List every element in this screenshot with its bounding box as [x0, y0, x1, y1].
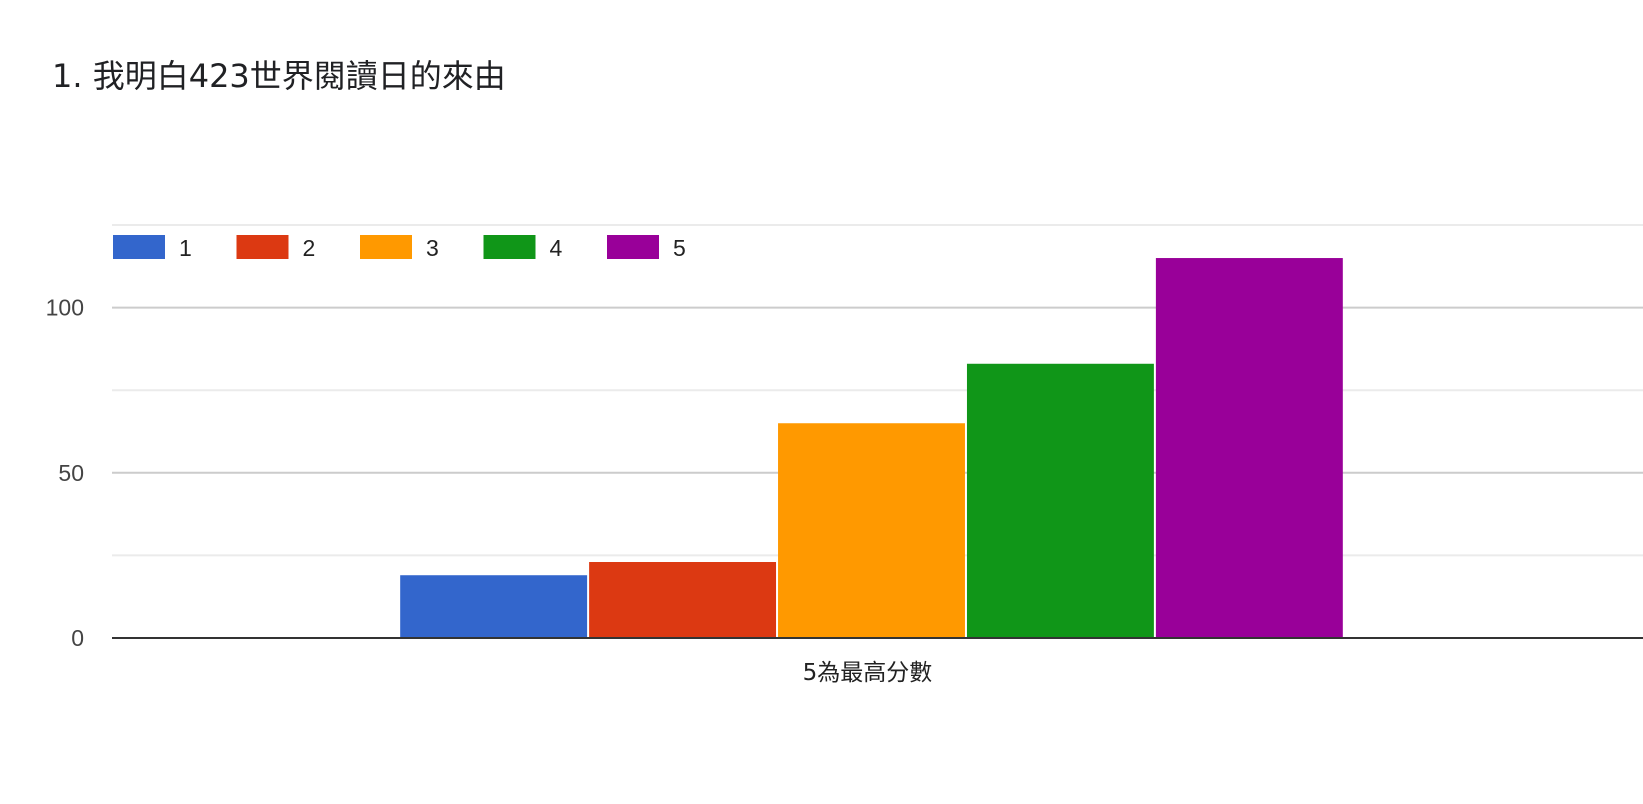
y-axis-ticks: 0 50 100	[46, 295, 84, 651]
legend-swatch	[483, 235, 536, 259]
y-tick-label: 50	[58, 460, 84, 486]
legend-item-3[interactable]: 3	[360, 235, 439, 261]
y-tick-label: 0	[71, 625, 84, 651]
bars	[400, 258, 1343, 638]
x-category-label: 5為最高分數	[803, 660, 933, 686]
bar-series-4[interactable]	[966, 363, 1154, 638]
legend: 1 2 3 4 5	[113, 235, 686, 261]
legend-label: 3	[426, 235, 439, 261]
y-tick-label: 100	[46, 295, 84, 321]
legend-item-2[interactable]: 2	[236, 235, 316, 261]
bar-series-2[interactable]	[589, 562, 777, 638]
legend-label: 5	[673, 235, 686, 261]
bar-series-5[interactable]	[1155, 258, 1343, 638]
legend-item-4[interactable]: 4	[483, 235, 563, 261]
legend-swatch	[113, 235, 165, 259]
legend-label: 2	[303, 235, 316, 261]
bar-series-3[interactable]	[778, 423, 965, 638]
legend-label: 1	[179, 235, 192, 261]
legend-swatch	[360, 235, 412, 259]
legend-item-1[interactable]: 1	[113, 235, 192, 261]
chart-title: 1. 我明白423世界閱讀日的來由	[52, 57, 506, 95]
x-axis-categories: 5為最高分數	[803, 660, 933, 686]
legend-swatch	[607, 235, 659, 259]
legend-item-5[interactable]: 5	[607, 235, 686, 261]
bar-series-1[interactable]	[400, 575, 588, 638]
legend-label: 4	[550, 235, 563, 261]
legend-swatch	[236, 235, 289, 259]
